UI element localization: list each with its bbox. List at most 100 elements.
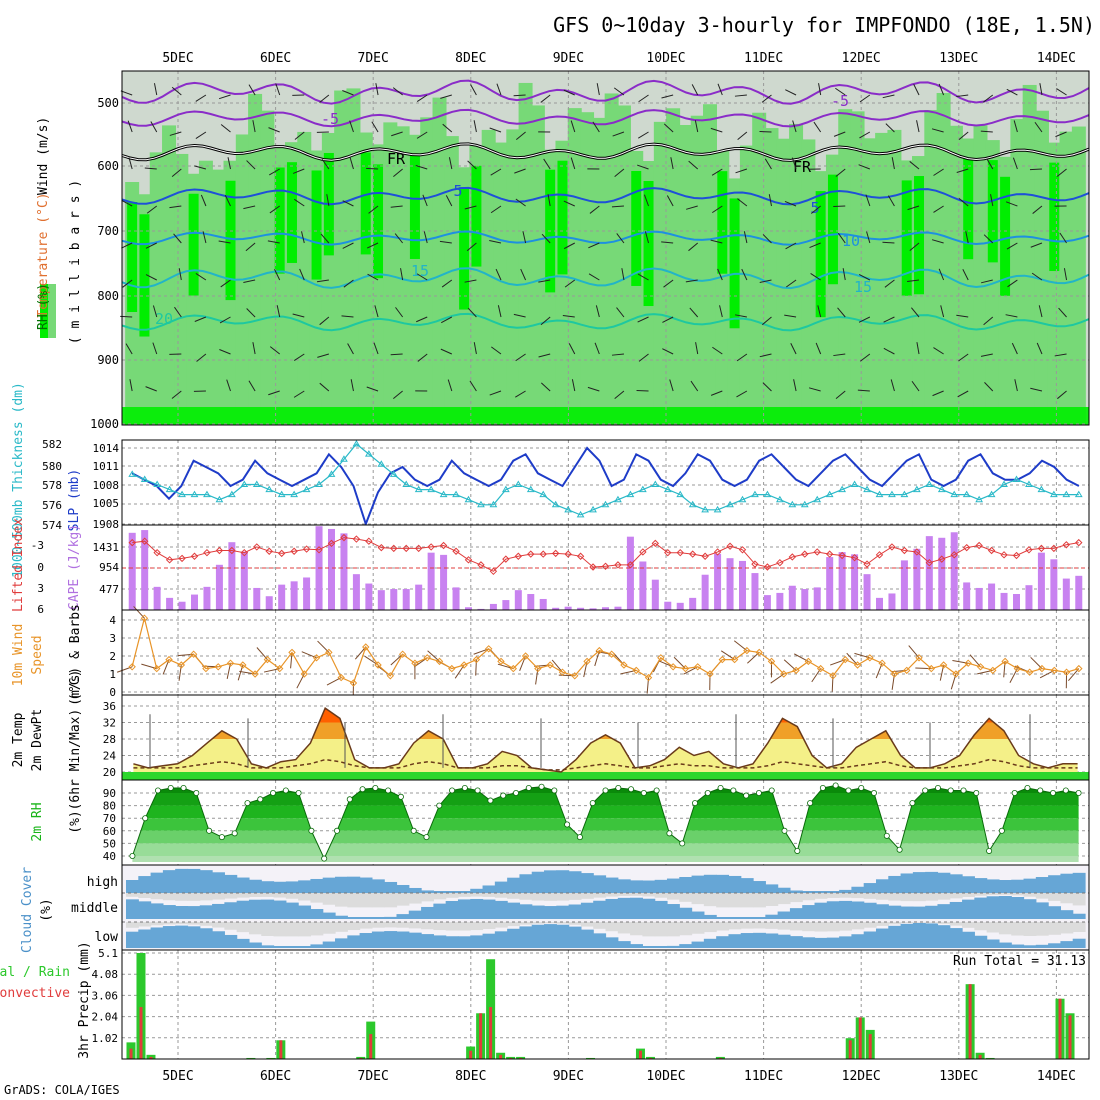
cape-bar bbox=[377, 590, 385, 610]
wind-barb bbox=[464, 205, 477, 210]
lifted-point bbox=[539, 550, 547, 558]
rh2m-point bbox=[934, 784, 941, 791]
rh2m-point bbox=[602, 787, 609, 794]
cape-bar bbox=[465, 607, 472, 610]
rh-band bbox=[132, 843, 1079, 856]
cloud-cell bbox=[236, 938, 250, 948]
wind-barb bbox=[440, 94, 452, 99]
cloud-cell bbox=[998, 896, 1012, 919]
lifted-point bbox=[576, 552, 585, 560]
cloud-cell-light bbox=[298, 922, 312, 937]
wind10-point bbox=[1013, 664, 1022, 673]
thickness-point bbox=[315, 480, 323, 487]
cloud-cover-panel: high middle low bbox=[71, 864, 1090, 951]
wind-barb bbox=[1012, 157, 1018, 170]
rh2m-point bbox=[679, 840, 686, 847]
lifted-point bbox=[863, 560, 871, 568]
cloud-cell-light bbox=[408, 893, 422, 904]
cloud-cell-light bbox=[617, 922, 631, 934]
cloud-cell bbox=[494, 931, 508, 948]
wind-barb bbox=[595, 305, 600, 318]
contour-label: 10 bbox=[842, 232, 860, 250]
cloud-cell-light bbox=[740, 893, 754, 908]
wind-barb bbox=[916, 342, 920, 355]
cloud-cell-light bbox=[433, 922, 447, 931]
rh-dark-column bbox=[274, 167, 285, 274]
wind10-barb bbox=[747, 652, 760, 664]
rh-mid-column bbox=[334, 90, 349, 426]
cape-bar bbox=[714, 553, 722, 610]
wind-barb bbox=[320, 233, 330, 244]
wind-barb bbox=[594, 342, 600, 355]
cloud-cell bbox=[482, 885, 496, 893]
cape-bar bbox=[502, 600, 510, 610]
cloud-cell-light bbox=[642, 922, 656, 937]
cloud-cell bbox=[457, 891, 471, 893]
wind-barb bbox=[269, 346, 280, 355]
cloud-cell bbox=[322, 912, 336, 919]
rh-mid-column bbox=[666, 108, 681, 425]
wind-barb bbox=[666, 195, 674, 207]
cloud-cell bbox=[617, 941, 631, 948]
cloud-cell bbox=[605, 898, 619, 919]
thickness-line bbox=[131, 443, 1079, 516]
thickness-point bbox=[227, 490, 236, 498]
wind-barb bbox=[538, 353, 551, 358]
cape-bar bbox=[390, 589, 398, 610]
wind10-point bbox=[841, 655, 849, 664]
wind-barb bbox=[390, 205, 403, 208]
precip-conv-bar bbox=[978, 1054, 982, 1059]
wind-barb bbox=[513, 94, 526, 97]
wind-barb bbox=[759, 279, 772, 283]
rh2m-point bbox=[768, 787, 775, 794]
thickness-point bbox=[863, 485, 871, 493]
rh2m-point bbox=[576, 834, 583, 841]
wind10-point bbox=[620, 661, 628, 669]
cloud-cell-light bbox=[789, 922, 803, 931]
wind-barb bbox=[171, 390, 182, 399]
rh2m-point bbox=[218, 834, 225, 841]
thickness-point bbox=[701, 505, 710, 513]
wind10-point bbox=[571, 672, 579, 680]
rh-mid-column bbox=[1010, 118, 1025, 425]
date-label-bottom: 8DEC bbox=[455, 1069, 486, 1084]
wind-barb bbox=[990, 194, 994, 207]
ylabel-thickness: 1000~500mb Thickness (dm) bbox=[11, 382, 26, 578]
wind-barb bbox=[195, 131, 207, 139]
cloud-cell-light bbox=[642, 893, 656, 897]
lifted-point bbox=[763, 563, 772, 571]
wind10-barb bbox=[770, 673, 785, 684]
wind10-point bbox=[251, 670, 259, 678]
date-label-bottom: 13DEC bbox=[939, 1069, 978, 1084]
wind10-point bbox=[362, 643, 370, 651]
lifted-point bbox=[925, 558, 934, 567]
cloud-cell bbox=[531, 924, 545, 948]
cloud-cell-light bbox=[494, 893, 508, 898]
wind-barb bbox=[489, 240, 502, 244]
cloud-cell bbox=[765, 933, 779, 948]
cloud-cell bbox=[765, 914, 779, 919]
cloud-cell bbox=[728, 917, 742, 919]
lifted-point bbox=[228, 546, 236, 555]
wind-barb bbox=[374, 305, 379, 318]
cloud-cell-light bbox=[716, 922, 730, 931]
date-label-bottom: 10DEC bbox=[646, 1069, 685, 1084]
cloud-cell bbox=[839, 889, 852, 893]
rh-dark-column bbox=[827, 174, 838, 285]
cloud-cell-light bbox=[519, 922, 533, 925]
cloud-cell bbox=[568, 904, 582, 919]
cape-bar bbox=[788, 585, 796, 610]
rh-mid-column bbox=[395, 126, 410, 425]
cloud-cell-light bbox=[691, 893, 705, 905]
cloud-cell-light bbox=[408, 922, 422, 929]
thickness-point bbox=[452, 490, 460, 498]
wind10-point bbox=[349, 679, 358, 687]
wind-barb bbox=[835, 87, 846, 96]
cloud-cell bbox=[1023, 945, 1037, 948]
wind-barb bbox=[415, 165, 428, 170]
wind-barb bbox=[349, 120, 354, 133]
cape-bar bbox=[751, 573, 759, 610]
cloud-cell-light bbox=[310, 893, 324, 903]
level-label: 600 bbox=[97, 159, 119, 173]
thickness-point bbox=[1037, 485, 1046, 493]
